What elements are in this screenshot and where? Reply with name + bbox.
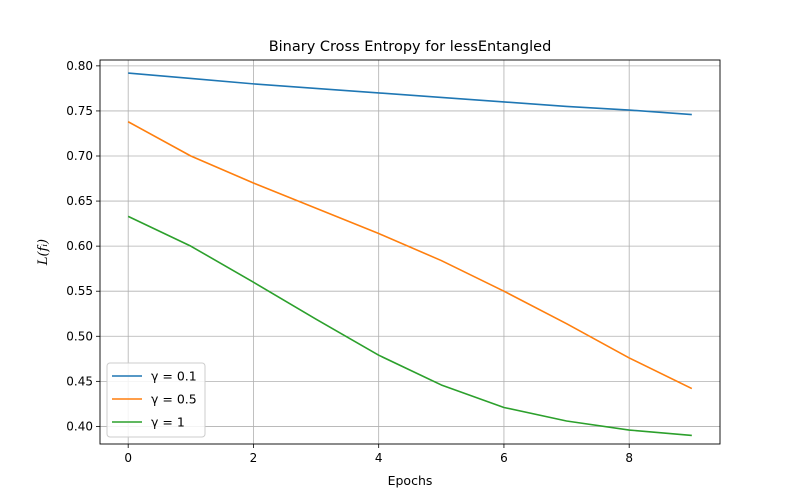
y-tick-label: 0.60 [66, 239, 93, 253]
y-tick-label: 0.55 [66, 284, 93, 298]
x-tick-label: 0 [124, 451, 132, 465]
y-tick-label: 0.70 [66, 149, 93, 163]
legend: γ = 0.1 γ = 0.5 γ = 1 [106, 362, 206, 438]
x-axis-label: Epochs [388, 473, 433, 488]
x-tick-label: 8 [625, 451, 633, 465]
legend-box [106, 362, 206, 438]
x-tick-label: 6 [500, 451, 508, 465]
series-line-0 [128, 72, 692, 116]
legend-label-0: γ = 0.1 [151, 369, 197, 384]
series-line-1 [127, 121, 693, 390]
y-tick-label: 0.80 [66, 59, 93, 73]
legend-label-2: γ = 1 [151, 415, 185, 430]
chart-title: Binary Cross Entropy for lessEntangled [269, 39, 552, 55]
y-tick-label: 0.65 [66, 194, 93, 208]
series-line-2 [127, 215, 692, 437]
y-axis-label: L(fᵢ) [36, 239, 51, 266]
x-tick-label: 4 [375, 451, 383, 465]
series-lines [127, 72, 693, 437]
x-tick-label: 2 [250, 451, 258, 465]
axis-ticks: 0 2 4 6 8 0.40 0.45 0.50 0.55 0.60 0.65 0.70 0.75 0.8… [66, 59, 633, 465]
y-tick-label: 0.45 [66, 374, 93, 388]
y-tick-label: 0.40 [66, 419, 93, 433]
y-tick-label: 0.50 [66, 329, 93, 343]
y-tick-label: 0.75 [66, 104, 93, 118]
plot-frame [99, 59, 721, 445]
legend-label-1: γ = 0.5 [151, 392, 197, 407]
